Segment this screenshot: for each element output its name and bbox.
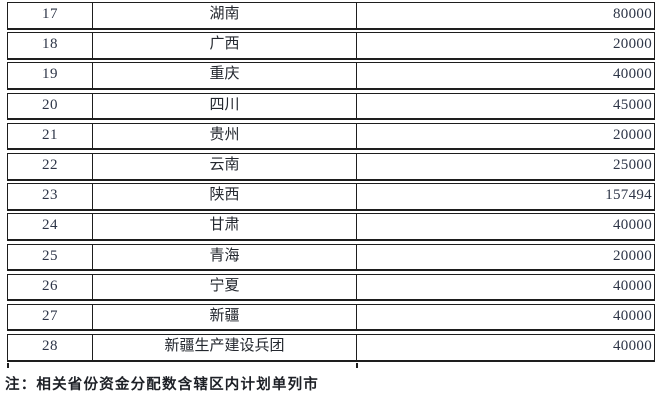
amount-cell: 45000 — [613, 96, 652, 113]
region-name-cell: 广西 — [93, 33, 357, 58]
region-name-cell: 湖南 — [93, 3, 357, 28]
amount-cell: 40000 — [613, 217, 652, 234]
region-name-cell: 新疆生产建设兵团 — [93, 335, 357, 360]
amount-cell: 157494 — [605, 187, 652, 204]
row-index-cell: 20 — [8, 93, 93, 119]
row-index-cell: 27 — [8, 304, 93, 330]
table-row: 25 青海 20000 — [7, 243, 655, 272]
row-index-cell: 26 — [8, 274, 93, 300]
row-index-cell: 18 — [8, 33, 93, 58]
region-name-cell: 云南 — [93, 153, 357, 179]
table-row: 22 云南 25000 — [7, 152, 655, 181]
table-row: 21 贵州 20000 — [7, 122, 655, 151]
region-name-cell: 新疆 — [93, 304, 357, 330]
row-index-cell: 25 — [8, 244, 93, 270]
table-row: 23 陕西 157494 — [7, 183, 655, 211]
region-name-cell: 甘肃 — [93, 214, 357, 239]
region-name-cell: 陕西 — [93, 184, 357, 209]
amount-cell: 40000 — [613, 277, 652, 294]
table-row: 18 广西 20000 — [7, 32, 655, 60]
amount-cell: 20000 — [613, 126, 652, 143]
table-row: 24 甘肃 40000 — [7, 213, 655, 241]
row-index-cell: 24 — [8, 214, 93, 239]
table-row: 17 湖南 80000 — [7, 2, 655, 30]
row-index-cell: 23 — [8, 184, 93, 209]
amount-cell: 40000 — [613, 66, 652, 83]
row-index-cell: 22 — [8, 153, 93, 179]
region-name-cell: 四川 — [93, 93, 357, 119]
table-row: 26 宁夏 40000 — [7, 273, 655, 302]
amount-cell: 80000 — [613, 6, 652, 22]
table-row: 20 四川 45000 — [7, 92, 655, 121]
amount-cell: 20000 — [613, 36, 652, 53]
row-index-cell: 19 — [8, 63, 93, 88]
amount-cell: 25000 — [613, 156, 652, 173]
scan-artifact-left-border-stub — [7, 363, 9, 368]
region-name-cell: 青海 — [93, 244, 357, 270]
fund-allocation-table: 17 湖南 80000 18 广西 20000 19 重庆 40000 20 四… — [7, 2, 655, 364]
row-index-cell: 17 — [8, 3, 93, 28]
region-name-cell: 贵州 — [93, 123, 357, 149]
table-note: 注：相关省份资金分配数含辖区内计划单列市 — [5, 377, 319, 393]
amount-cell: 40000 — [613, 307, 652, 324]
row-index-cell: 28 — [8, 335, 93, 360]
region-name-cell: 重庆 — [93, 63, 357, 88]
row-index-cell: 21 — [8, 123, 93, 149]
amount-cell: 40000 — [613, 338, 652, 355]
amount-cell: 20000 — [613, 247, 652, 264]
scan-artifact-divider-stub — [356, 363, 358, 368]
table-row: 28 新疆生产建设兵团 40000 — [7, 334, 655, 362]
table-row: 27 新疆 40000 — [7, 303, 655, 332]
region-name-cell: 宁夏 — [93, 274, 357, 300]
table-row: 19 重庆 40000 — [7, 62, 655, 90]
